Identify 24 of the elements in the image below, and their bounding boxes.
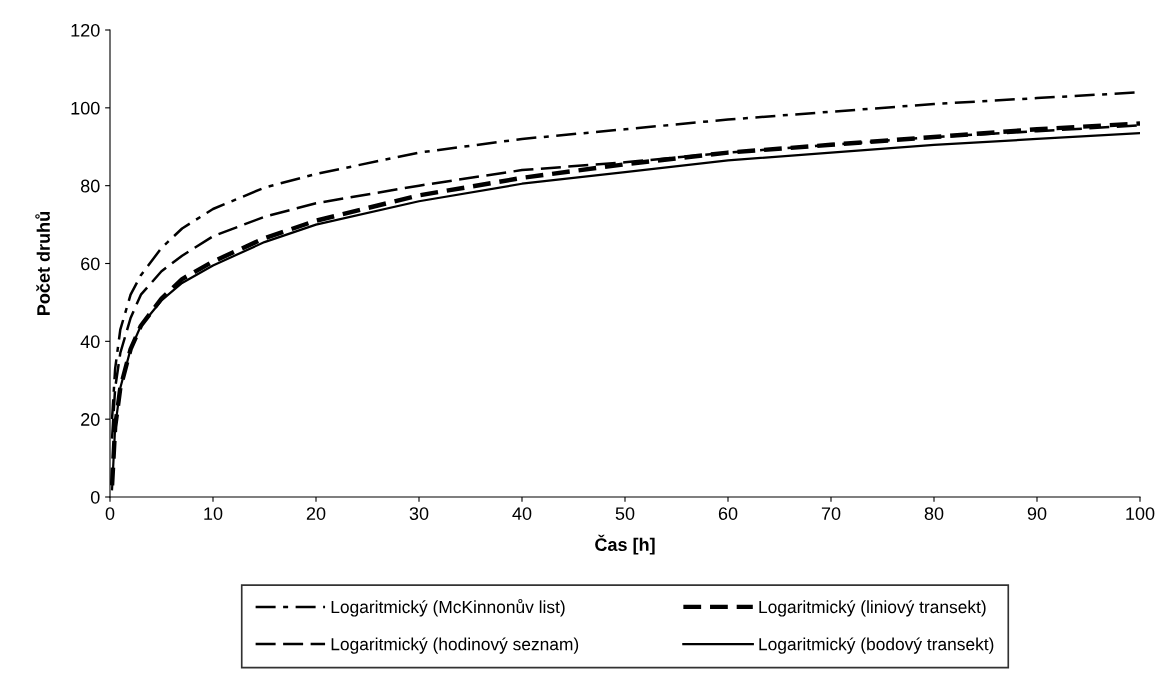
x-tick-label: 60 <box>718 507 738 520</box>
x-tick-label: 80 <box>924 507 944 520</box>
x-tick-label: 30 <box>409 507 429 520</box>
x-tick-label: 70 <box>821 507 841 520</box>
y-tick-label: 100 <box>71 101 100 115</box>
x-tick-label: 10 <box>204 507 223 520</box>
legend-label: Logaritmický (McKinnonův list) <box>331 598 565 617</box>
x-tick-label: 100 <box>1126 507 1155 520</box>
y-tick-label: 120 <box>71 23 100 37</box>
legend-label: Logaritmický (liniový transekt) <box>759 600 986 617</box>
x-axis-title: Čas [h] <box>595 534 655 555</box>
y-tick-label: 80 <box>80 179 100 193</box>
y-axis-title: Počet druhů <box>35 212 50 315</box>
legend-label: Logaritmický (bodový transekt) <box>759 637 994 654</box>
y-tick-label: 20 <box>81 413 100 426</box>
x-tick-label: 0 <box>105 507 115 520</box>
y-tick-label: 40 <box>80 335 100 349</box>
legend-label: Logaritmický (hodinový seznam) <box>331 637 579 654</box>
x-tick-label: 90 <box>1027 507 1047 520</box>
y-tick-label: 60 <box>81 257 100 271</box>
x-tick-label: 40 <box>512 507 532 520</box>
y-tick-label: 0 <box>90 490 100 504</box>
x-tick-label: 20 <box>306 507 326 520</box>
x-tick-label: 50 <box>615 507 635 520</box>
